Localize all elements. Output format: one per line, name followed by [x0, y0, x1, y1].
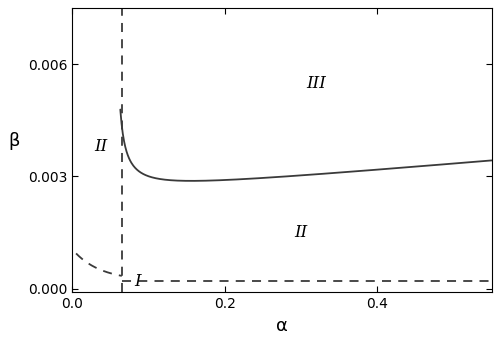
Text: II: II	[294, 224, 308, 241]
Y-axis label: β: β	[8, 132, 20, 150]
Text: II: II	[94, 138, 108, 155]
X-axis label: α: α	[276, 317, 288, 335]
Text: III: III	[306, 74, 326, 92]
Text: I: I	[134, 273, 140, 289]
